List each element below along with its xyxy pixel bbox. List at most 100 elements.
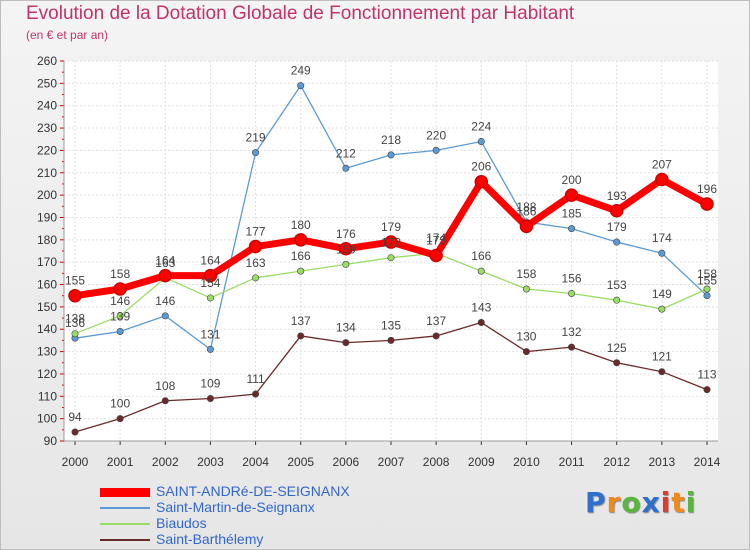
- y-tick-label: 240: [37, 99, 57, 113]
- data-label: 166: [291, 249, 311, 263]
- data-label: 125: [607, 341, 627, 355]
- logo-letter: t: [671, 486, 686, 519]
- data-label: 219: [246, 131, 266, 145]
- data-label: 207: [652, 157, 672, 171]
- data-label: 137: [426, 314, 446, 328]
- axes: 90 100 110 120 130 140 150 160 170 180 190 200 210 22…: [37, 54, 721, 469]
- data-point: [432, 146, 440, 154]
- data-point: [703, 386, 711, 394]
- data-label: 146: [110, 294, 130, 308]
- data-point: [252, 390, 260, 398]
- data-label: 249: [291, 64, 311, 78]
- y-tick-label: 180: [37, 233, 57, 247]
- data-label: 131: [200, 327, 220, 341]
- data-point: [297, 82, 305, 90]
- data-label: 206: [471, 160, 491, 174]
- data-point: [206, 395, 214, 403]
- y-tick-label: 120: [37, 367, 57, 381]
- data-label: 134: [336, 321, 356, 335]
- data-point: [613, 359, 621, 367]
- legend-swatch: [100, 539, 150, 541]
- data-point: [522, 348, 530, 356]
- data-point: [564, 188, 579, 202]
- data-label: 121: [652, 350, 672, 364]
- data-point: [658, 368, 666, 376]
- y-tick-label: 230: [37, 121, 57, 135]
- data-point: [700, 197, 714, 211]
- legend-swatch: [100, 507, 150, 509]
- data-label: 212: [336, 146, 356, 160]
- data-label: 164: [155, 254, 175, 268]
- data-label: 164: [200, 254, 220, 268]
- y-tick-label: 250: [37, 76, 57, 90]
- data-label: 220: [426, 128, 446, 142]
- data-point: [161, 312, 169, 320]
- data-label: 109: [200, 377, 220, 391]
- y-tick-label: 260: [37, 54, 57, 68]
- data-point: [297, 332, 305, 340]
- data-label: 155: [65, 274, 85, 288]
- data-label: 174: [652, 231, 672, 245]
- data-label: 143: [471, 301, 491, 315]
- data-point: [568, 225, 576, 233]
- data-label: 130: [516, 330, 536, 344]
- data-point: [387, 151, 395, 159]
- x-tick-label: 2005: [287, 455, 314, 469]
- data-label: 153: [607, 278, 627, 292]
- data-label: 146: [155, 294, 175, 308]
- data-point: [613, 238, 621, 246]
- data-label: 111: [246, 372, 265, 386]
- legend-item-1: Saint-Martin-de-Seignanx: [100, 499, 420, 516]
- data-point: [613, 296, 621, 304]
- x-tick-label: 2014: [694, 455, 721, 469]
- data-label: 176: [336, 227, 356, 241]
- chart-title: Evolution de la Dotation Globale de Fonc…: [26, 3, 575, 24]
- data-label: 113: [697, 368, 716, 382]
- chart-subtitle: (en € et par an): [26, 28, 109, 42]
- data-point: [519, 219, 534, 234]
- data-label: 179: [607, 220, 627, 234]
- y-tick-label: 220: [37, 143, 57, 157]
- data-label: 185: [562, 207, 582, 221]
- data-label: 100: [110, 397, 130, 411]
- data-point: [703, 292, 711, 300]
- x-tick-label: 2013: [649, 455, 676, 469]
- data-point: [71, 330, 79, 338]
- x-tick-label: 2008: [423, 455, 450, 469]
- data-label: 158: [110, 267, 130, 281]
- data-point: [387, 336, 395, 344]
- data-point: [477, 137, 485, 145]
- data-label: 169: [336, 242, 356, 256]
- data-label: 156: [562, 271, 582, 285]
- x-tick-label: 2012: [603, 455, 630, 469]
- data-label: 139: [110, 309, 130, 323]
- data-point: [339, 242, 353, 256]
- y-tick-label: 150: [37, 300, 57, 314]
- logo-letter: r: [606, 486, 622, 519]
- legend-item-3: Saint-Barthélemy: [100, 531, 420, 548]
- x-tick-label: 2002: [152, 455, 179, 469]
- y-tick-label: 100: [37, 412, 57, 426]
- data-point: [342, 164, 350, 172]
- data-label: 163: [155, 256, 175, 270]
- data-point: [293, 233, 308, 247]
- data-label: 193: [607, 189, 627, 203]
- data-point: [203, 268, 218, 283]
- data-label: 158: [516, 267, 536, 281]
- data-point: [116, 327, 124, 335]
- data-point: [248, 239, 263, 254]
- data-label: 138: [65, 312, 85, 326]
- logo-letter: x: [641, 486, 661, 519]
- data-point: [432, 332, 440, 340]
- x-tick-label: 2011: [559, 455, 585, 469]
- data-point: [297, 267, 305, 275]
- x-tick-label: 2001: [107, 455, 134, 469]
- data-label: 172: [381, 236, 401, 250]
- data-point: [477, 319, 485, 327]
- y-tick-label: 210: [37, 166, 57, 180]
- series-2: [71, 249, 711, 338]
- data-label: 132: [562, 325, 582, 339]
- x-tick-label: 2007: [378, 455, 405, 469]
- x-tick-label: 2003: [197, 455, 224, 469]
